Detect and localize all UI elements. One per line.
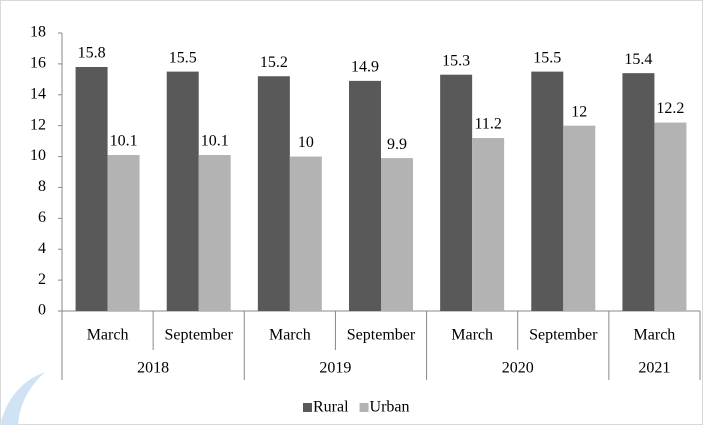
data-label: 10.1	[110, 133, 138, 150]
y-tick-label: 12	[30, 116, 46, 133]
y-tick-label: 10	[30, 147, 46, 164]
bar	[622, 73, 655, 312]
bar	[257, 76, 290, 311]
data-label: 11.2	[474, 116, 501, 133]
data-label: 10	[298, 134, 314, 151]
data-label: 15.8	[78, 45, 106, 62]
legend-label: Urban	[370, 399, 410, 416]
legend-swatch	[303, 403, 312, 412]
data-label: 9.9	[387, 136, 407, 153]
y-tick-label: 4	[38, 240, 46, 257]
bar	[654, 122, 687, 311]
decoration	[0, 372, 45, 425]
data-label: 15.3	[442, 52, 470, 69]
x-tick-label: March	[451, 327, 493, 344]
x-tick-label: September	[529, 327, 598, 344]
group-label: 2019	[319, 360, 351, 377]
data-label: 12	[571, 103, 587, 120]
bar	[75, 66, 108, 311]
bar	[107, 155, 140, 311]
y-tick-label: 6	[38, 209, 46, 226]
bar	[198, 155, 231, 311]
data-label: 14.9	[351, 59, 379, 76]
group-label: 2018	[137, 360, 169, 377]
x-tick-label: March	[634, 327, 676, 344]
bar	[349, 80, 381, 311]
legend-label: Rural	[313, 399, 349, 416]
x-tick-label: March	[87, 327, 129, 344]
y-tick-label: 14	[30, 85, 46, 102]
bar	[440, 74, 473, 311]
bar	[289, 156, 322, 311]
x-tick-label: September	[347, 327, 416, 344]
bar	[472, 138, 505, 311]
legend-swatch	[359, 403, 369, 412]
y-tick-label: 16	[30, 55, 46, 72]
data-label: 15.2	[260, 54, 288, 71]
data-label: 15.5	[533, 49, 561, 66]
y-tick-label: 2	[38, 271, 46, 288]
bar	[531, 71, 564, 311]
data-label: 10.1	[201, 133, 229, 150]
data-label: 15.5	[169, 49, 197, 66]
bar	[166, 71, 199, 311]
data-label: 12.2	[656, 100, 684, 117]
bar	[381, 158, 413, 311]
x-tick-label: March	[269, 327, 311, 344]
y-tick-label: 0	[38, 302, 46, 319]
bar	[563, 125, 596, 312]
x-tick-label: September	[165, 327, 234, 344]
group-label: 2020	[502, 360, 534, 377]
group-label: 2021	[638, 360, 670, 377]
y-tick-label: 18	[30, 24, 46, 41]
data-label: 15.4	[624, 51, 652, 68]
y-tick-label: 8	[38, 178, 46, 195]
